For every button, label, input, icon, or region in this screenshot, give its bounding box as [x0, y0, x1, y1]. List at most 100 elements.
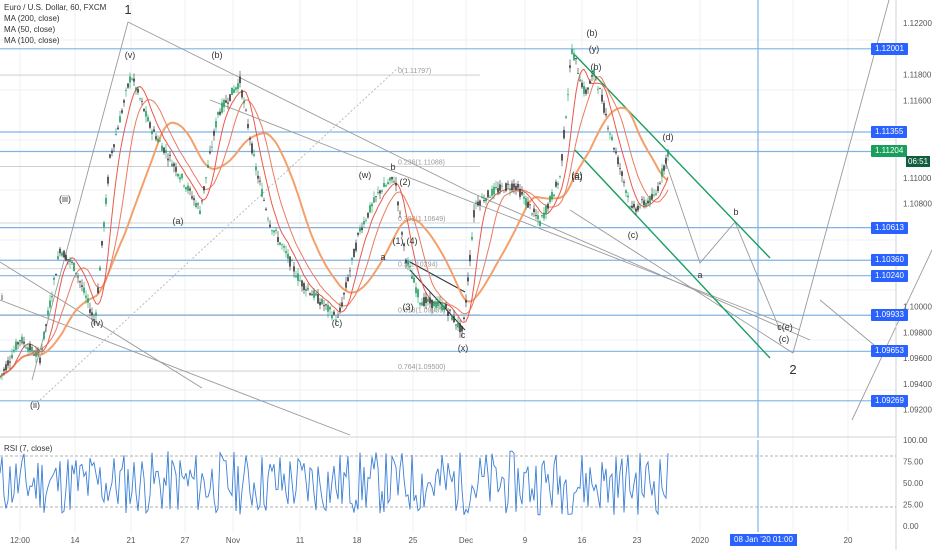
wave-label: (w): [359, 170, 372, 180]
candle-body: [583, 86, 585, 94]
symbol-label: Euro / U.S. Dollar, 60, FXCM: [4, 3, 107, 12]
x-tick-label: 20: [844, 536, 853, 545]
candle-body: [147, 117, 149, 122]
rsi-line: [0, 450, 669, 516]
candle-body: [483, 200, 485, 202]
fib-level-label: 0.236(1.11088): [398, 159, 445, 166]
candle-body: [661, 168, 663, 177]
candle-body: [429, 297, 431, 304]
candle-body: [447, 311, 449, 316]
y-tick-label: 1.09800: [903, 328, 932, 337]
candle-body: [5, 364, 7, 371]
candle-body: [103, 222, 105, 228]
candle-body: [155, 136, 157, 140]
candle-body: [273, 230, 275, 233]
candle-body: [311, 294, 313, 296]
candle-body: [393, 181, 395, 183]
candle-body: [275, 229, 277, 231]
candle-body: [663, 165, 665, 171]
fib-dotted-line: [39, 65, 401, 401]
candle-body: [557, 183, 559, 185]
candle-body: [247, 124, 249, 128]
candle-body: [515, 185, 517, 190]
candle-body: [609, 133, 611, 135]
wave-label: i: [1, 292, 3, 302]
candle-body: [543, 212, 545, 219]
wave-label: 1: [124, 2, 131, 17]
price-level-label: 1.10240: [871, 269, 908, 282]
candle-body: [389, 177, 391, 181]
candle-body: [445, 304, 447, 309]
candle-body: [137, 88, 139, 93]
candle-body: [133, 78, 135, 82]
candle-body: [407, 260, 409, 265]
candle-body: [357, 232, 359, 235]
candle-body: [651, 194, 653, 200]
candle-body: [79, 281, 81, 283]
candle-body: [435, 301, 437, 308]
candle-body: [499, 184, 501, 191]
wave-label: (iii): [59, 194, 71, 204]
candle-body: [439, 302, 441, 303]
candle-body: [295, 276, 297, 278]
rsi-bands: [0, 455, 896, 508]
candle-body: [129, 76, 131, 83]
wave-label: c: [461, 330, 466, 340]
candle-body: [497, 188, 499, 193]
wave-label: (c): [332, 318, 343, 328]
candle-body: [531, 213, 533, 215]
candle-body: [123, 100, 125, 103]
chart-legend: Euro / U.S. Dollar, 60, FXCM MA (200, cl…: [4, 2, 106, 46]
wave-label: (2): [400, 177, 411, 187]
candle-body: [127, 83, 129, 88]
wave-label: (a): [173, 216, 184, 226]
x-tick-label: 14: [71, 536, 80, 545]
candle-body: [149, 122, 151, 128]
wave-label: (v): [125, 50, 136, 60]
candle-body: [309, 293, 311, 295]
wave-label: (ii): [30, 400, 40, 410]
candle-body: [533, 208, 535, 213]
candle-body: [433, 301, 435, 307]
wave-label: (b): [587, 28, 598, 38]
candle-body: [31, 346, 33, 352]
candle-body: [23, 341, 25, 344]
candle-body: [261, 188, 263, 197]
candle-body: [563, 129, 565, 139]
candle-body: [81, 285, 83, 287]
candle-body: [67, 259, 69, 260]
x-tick-label: 21: [127, 536, 136, 545]
fib-level-label: 0.618(1.09939): [398, 307, 445, 314]
x-tick-label: 23: [633, 536, 642, 545]
candle-body: [481, 196, 483, 199]
fib-level-label: 0.382(1.10649): [398, 216, 445, 223]
candle-body: [253, 154, 255, 156]
candle-body: [77, 276, 79, 278]
price-level-label: 1.12001: [871, 42, 908, 55]
candle-body: [519, 188, 521, 197]
candle-body: [87, 298, 89, 303]
candle-body: [85, 295, 87, 298]
candle-body: [355, 242, 357, 251]
candle-body: [495, 186, 497, 189]
candle-body: [379, 190, 381, 194]
candle-body: [627, 195, 629, 198]
candle-body: [251, 143, 253, 154]
candle-body: [327, 304, 329, 312]
y-tick-label: 1.11800: [903, 71, 932, 80]
candle-body: [153, 129, 155, 132]
candle-body: [615, 151, 617, 154]
candle-body: [329, 306, 331, 310]
candle-body: [297, 273, 299, 281]
candle-body: [135, 87, 137, 91]
countdown-badge: 06:51: [906, 156, 931, 167]
candle-body: [173, 163, 175, 167]
rsi-tick-label: 50.00: [903, 479, 924, 488]
candle-body: [289, 256, 291, 267]
candle-body: [269, 224, 271, 227]
candle-body: [193, 198, 195, 201]
candle-body: [417, 289, 419, 298]
candle-body: [315, 293, 317, 296]
candle-body: [595, 76, 597, 78]
